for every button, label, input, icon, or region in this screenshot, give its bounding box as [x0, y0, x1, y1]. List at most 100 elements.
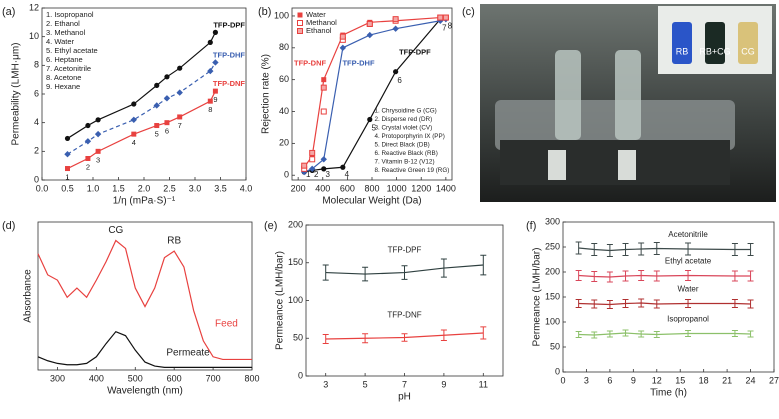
legend-text: 9. Hexane — [46, 82, 80, 91]
x-tick-label: 1.0 — [87, 183, 100, 193]
y-axis-title: Permeance (LMH/bar) — [275, 251, 286, 350]
point-label: 6 — [397, 76, 402, 85]
error-bar — [747, 243, 754, 256]
y-tick-label: 0 — [298, 370, 303, 380]
y-tick-label: 0 — [284, 170, 289, 180]
error-bar — [622, 299, 629, 308]
x-tick-label: 400 — [315, 183, 330, 193]
point-label: 5 — [372, 124, 377, 133]
legend-text: 2. Ethanol — [46, 19, 80, 28]
marker — [163, 95, 171, 102]
marker — [131, 131, 137, 137]
error-bar — [591, 271, 598, 282]
series-line — [578, 274, 751, 278]
error-bar — [440, 329, 447, 342]
marker — [212, 88, 218, 94]
dye-list: 6. Reactive Black (RB) — [374, 150, 437, 157]
error-bar — [653, 270, 660, 282]
point-label: 8 — [208, 105, 212, 114]
error-bar — [731, 270, 738, 282]
y-tick-label: 0 — [555, 366, 560, 376]
error-bar — [606, 271, 613, 283]
error-bar — [575, 331, 582, 338]
peak-label: RB — [167, 236, 181, 247]
photo-label: RB — [676, 46, 689, 56]
x-tick-label: 1000 — [387, 183, 407, 193]
x-tick-label: 0.5 — [61, 183, 74, 193]
error-bar — [591, 331, 598, 339]
error-bar — [622, 243, 629, 256]
marker — [309, 156, 316, 163]
y-tick-label: 100 — [545, 316, 560, 326]
x-tick-label: 600 — [167, 373, 182, 383]
error-bar — [747, 330, 754, 338]
error-bar — [322, 264, 329, 281]
legend-text: 6. Heptane — [46, 55, 83, 64]
series-label: TFP-DNF — [213, 79, 245, 88]
error-bar — [653, 242, 660, 255]
x-tick-label: 21 — [722, 375, 732, 385]
marker — [130, 116, 137, 123]
x-tick-label: 27 — [769, 375, 779, 385]
x-tick-label: 1.5 — [112, 183, 125, 193]
x-tick-label: 300 — [50, 373, 65, 383]
x-tick-label: 5 — [363, 379, 368, 389]
dye-list: 8. Reactive Green 19 (RG) — [374, 167, 449, 174]
error-bar — [638, 298, 645, 308]
point-label: 2 — [314, 170, 319, 179]
marker — [176, 89, 183, 96]
panel-label: (e) — [264, 220, 277, 232]
y-tick-label: 10 — [29, 31, 39, 41]
x-tick-label: 800 — [244, 373, 259, 383]
y-tick-label: 12 — [29, 2, 39, 12]
error-bar — [606, 330, 613, 338]
legend-marker — [297, 28, 303, 34]
marker — [212, 29, 218, 35]
marker — [207, 39, 213, 46]
error-bar — [401, 333, 408, 342]
error-bar — [638, 330, 645, 338]
panel-label: (b) — [258, 6, 271, 18]
annotation: TFP-DNF — [294, 59, 326, 68]
series-label: TFP-DPF — [388, 246, 422, 255]
x-axis-title: 1/η (mPa·S)⁻¹ — [113, 196, 176, 207]
x-tick-label: 3 — [584, 375, 589, 385]
x-axis-title: Wavelength (nm) — [107, 386, 183, 397]
legend-marker — [297, 12, 303, 18]
marker — [320, 84, 327, 91]
dye-list: 7. Vitamin B-12 (V12) — [374, 159, 434, 166]
error-bar — [622, 270, 629, 282]
series-line — [578, 332, 751, 336]
error-bar — [685, 299, 692, 308]
marker — [94, 130, 102, 138]
point-label: 5 — [155, 130, 159, 139]
marker — [131, 101, 137, 107]
point-label: 9 — [213, 95, 217, 104]
marker — [95, 148, 101, 154]
x-tick-label: 9 — [441, 379, 446, 389]
marker — [64, 135, 71, 142]
marker — [309, 153, 315, 159]
error-bar — [685, 270, 692, 281]
y-axis-title: Permeance (LMH/bar) — [532, 248, 543, 347]
x-tick-label: 3 — [323, 379, 328, 389]
x-tick-label: 12 — [652, 375, 662, 385]
panel-label: (d) — [2, 220, 15, 232]
error-bar — [362, 333, 369, 344]
x-tick-label: 0.0 — [36, 183, 49, 193]
error-bar — [731, 330, 738, 337]
series-line — [303, 16, 446, 168]
legend-text: Water — [306, 10, 326, 19]
y-tick-label: 200 — [288, 219, 303, 229]
marker — [177, 65, 183, 71]
x-tick-label: 18 — [699, 375, 709, 385]
x-tick-label: 4.0 — [240, 183, 253, 193]
marker — [84, 138, 92, 145]
marker — [95, 117, 101, 123]
dye-list: 1. Chrysoidine G (CG) — [374, 108, 436, 115]
series-line — [303, 18, 447, 173]
marker — [442, 14, 449, 21]
y-tick-label: 150 — [288, 257, 303, 267]
x-tick-label: 1200 — [411, 183, 431, 193]
